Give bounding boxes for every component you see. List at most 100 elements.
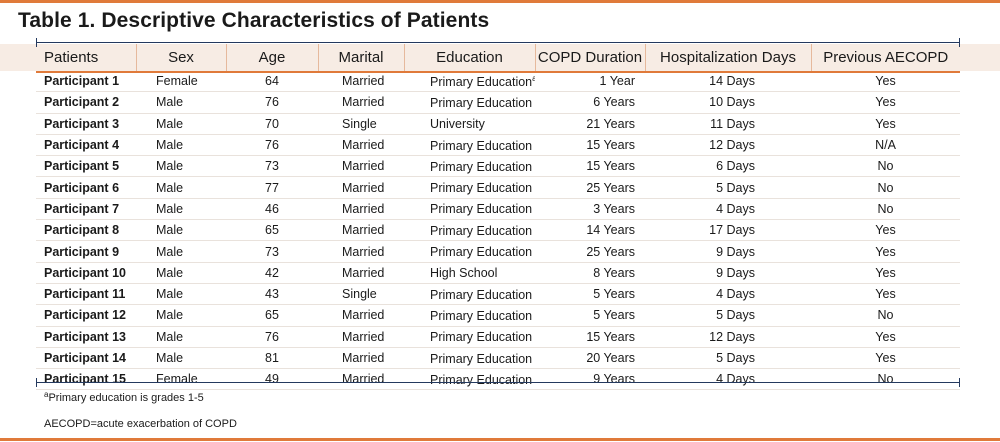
- cell-education-text: Primary Education: [430, 202, 533, 217]
- cell-age: 43: [226, 283, 318, 306]
- cell-copd-duration: 3 Years: [535, 198, 645, 221]
- cell-participant-text: Participant 6: [44, 180, 120, 195]
- cell-previous-aecopd: Yes: [811, 283, 960, 306]
- cell-sex-text: Male: [156, 116, 184, 131]
- cell-sex: Male: [136, 262, 226, 284]
- cell-sex: Male: [136, 219, 226, 242]
- cell-sex-text: Male: [156, 265, 184, 280]
- cell-education: Primary Education: [404, 219, 535, 242]
- cell-age-text: 46: [265, 201, 279, 216]
- table-row: Participant 4 Male 76 Married Primary Educat…: [36, 134, 960, 157]
- cell-copd-duration-text: 21 Years: [586, 116, 635, 131]
- cell-sex-text: Male: [156, 138, 184, 153]
- cell-education-text: Primary Education: [430, 181, 533, 196]
- cell-marital: Married: [318, 155, 404, 178]
- cell-education-text: Primary Education: [430, 287, 533, 302]
- cell-previous-aecopd: No: [811, 368, 960, 391]
- table-row: Participant 3 Male 70 Single University 21 Ye…: [36, 113, 960, 135]
- cell-copd-duration: 5 Years: [535, 283, 645, 306]
- cell-hospitalization-days-text: 5 Days: [716, 308, 755, 323]
- footnote-abbreviation: AECOPD=acute exacerbation of COPD: [44, 418, 237, 430]
- cell-sex-text: Female: [156, 372, 198, 387]
- cell-sex: Female: [136, 368, 226, 391]
- cell-participant: Participant 8: [36, 219, 136, 242]
- cell-copd-duration: 1 Year: [535, 71, 645, 93]
- cell-copd-duration-text: 6 Years: [593, 95, 635, 110]
- cell-copd-duration-text: 15 Years: [586, 329, 635, 344]
- cell-participant: Participant 14: [36, 347, 136, 370]
- cell-marital-text: Married: [342, 372, 385, 387]
- cell-hospitalization-days-text: 17 Days: [709, 223, 755, 238]
- cell-education: Primary Education: [404, 240, 535, 263]
- bottom-right-tick: [959, 378, 960, 387]
- cell-hospitalization-days: 5 Days: [645, 347, 811, 370]
- cell-marital-text: Married: [342, 265, 385, 280]
- cell-sex-text: Male: [156, 201, 184, 216]
- cell-participant-text: Participant 10: [44, 265, 126, 280]
- cell-sex: Male: [136, 198, 226, 221]
- cell-marital: Married: [318, 240, 404, 263]
- cell-age: 49: [226, 368, 318, 391]
- cell-participant-text: Participant 14: [44, 351, 126, 365]
- cell-previous-aecopd: Yes: [811, 240, 960, 263]
- cell-education: Primary Education: [404, 326, 535, 348]
- cell-hospitalization-days-text: 12 Days: [709, 329, 755, 344]
- cell-hospitalization-days: 17 Days: [645, 219, 811, 242]
- cell-participant-text: Participant 4: [44, 138, 120, 153]
- cell-age: 73: [226, 240, 318, 263]
- cell-hospitalization-days: 11 Days: [645, 113, 811, 135]
- cell-marital: Married: [318, 176, 404, 199]
- cell-education-text: Primary Education: [430, 95, 533, 110]
- cell-education-text: University: [430, 117, 485, 132]
- cell-sex-text: Male: [156, 351, 184, 365]
- cell-participant-text: Participant 13: [44, 329, 126, 344]
- cell-previous-aecopd: Yes: [811, 219, 960, 242]
- cell-previous-aecopd: No: [811, 304, 960, 327]
- cell-previous-aecopd: No: [811, 155, 960, 178]
- cell-copd-duration-text: 9 Years: [593, 372, 635, 387]
- cell-education-text: Primary Education: [430, 330, 533, 345]
- table-row: Participant 13 Male 76 Married Primary Educa…: [36, 326, 960, 348]
- table-row: Participant 11 Male 43 Single Primary Educat…: [36, 283, 960, 306]
- cell-age: 76: [226, 91, 318, 114]
- cell-previous-aecopd-text: Yes: [875, 287, 896, 302]
- cell-age: 65: [226, 219, 318, 242]
- cell-participant-text: Participant 9: [44, 244, 120, 259]
- cell-participant: Participant 10: [36, 262, 136, 284]
- cell-education: Primary Education: [404, 304, 535, 327]
- col-header-marital: Marital: [317, 44, 404, 71]
- cell-hospitalization-days-text: 14 Days: [709, 74, 755, 89]
- cell-education-text: Primary Education: [430, 74, 533, 89]
- cell-marital-text: Married: [342, 201, 385, 216]
- cell-hospitalization-days: 4 Days: [645, 283, 811, 306]
- table-row: Participant 1 Female 64 Married Primary Educ…: [36, 71, 960, 93]
- cell-hospitalization-days-text: 4 Days: [716, 372, 755, 387]
- cell-participant-text: Participant 12: [44, 308, 126, 323]
- cell-copd-duration: 9 Years: [535, 368, 645, 391]
- cell-age: 64: [226, 71, 318, 93]
- cell-previous-aecopd: No: [811, 176, 960, 199]
- cell-copd-duration-text: 25 Years: [586, 180, 635, 195]
- cell-sex-text: Male: [156, 308, 184, 323]
- bottom-rule: [0, 438, 1000, 441]
- cell-hospitalization-days: 5 Days: [645, 304, 811, 327]
- cell-previous-aecopd: Yes: [811, 347, 960, 370]
- cell-marital-text: Married: [342, 95, 385, 110]
- cell-participant-text: Participant 1: [44, 74, 120, 89]
- cell-education: Primary Education: [404, 91, 535, 114]
- cell-age: 81: [226, 347, 318, 370]
- table-row: Participant 6 Male 77 Married Primary Educat…: [36, 176, 960, 199]
- cell-previous-aecopd-text: No: [877, 180, 894, 195]
- cell-sex: Male: [136, 347, 226, 370]
- cell-age-text: 49: [265, 372, 279, 387]
- cell-marital: Married: [318, 262, 404, 284]
- cell-education-text: Primary Education: [430, 159, 533, 174]
- bottom-left-tick: [36, 378, 37, 387]
- cell-marital: Married: [318, 219, 404, 242]
- cell-marital: Single: [318, 283, 404, 306]
- table-row: Participant 15 Female 49 Married Primary Edu…: [36, 368, 960, 391]
- cell-age-text: 76: [265, 138, 279, 153]
- cell-sex-text: Male: [156, 223, 184, 238]
- cell-previous-aecopd: Yes: [811, 326, 960, 348]
- table-row: Participant 7 Male 46 Married Primary Educat…: [36, 198, 960, 221]
